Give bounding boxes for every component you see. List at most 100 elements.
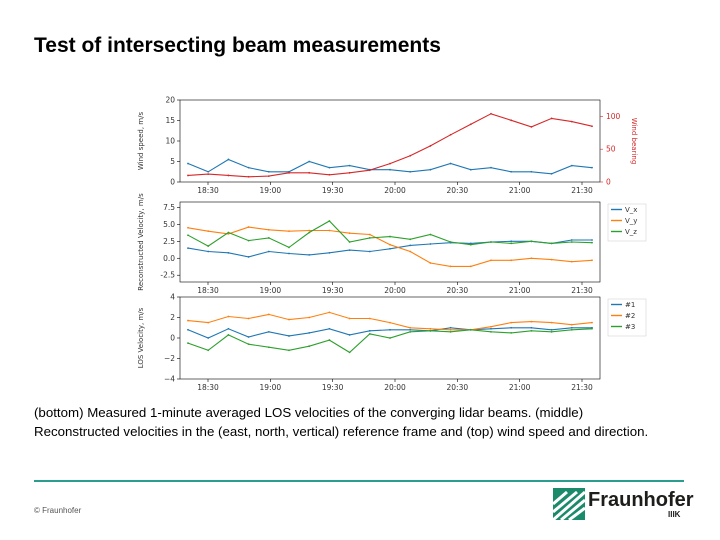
y-tick-label: 2	[170, 313, 175, 322]
x-tick-label: 19:00	[260, 186, 282, 195]
data-point	[490, 330, 492, 333]
data-point	[530, 170, 533, 173]
data-point	[187, 162, 189, 165]
data-point	[530, 320, 533, 323]
data-point	[490, 112, 492, 115]
data-point	[288, 246, 290, 249]
data-point	[510, 240, 513, 243]
data-point	[550, 172, 553, 175]
data-point	[591, 125, 593, 128]
data-point	[591, 321, 593, 324]
data-point	[409, 330, 412, 333]
data-point	[308, 231, 311, 234]
y-tick-label: -2.5	[160, 271, 175, 280]
y-tick-label: −2	[164, 354, 175, 363]
data-point	[591, 166, 593, 169]
data-point	[267, 228, 270, 231]
legend-label: #2	[625, 312, 635, 320]
x-tick-label: 20:00	[384, 383, 406, 392]
x-tick-label: 21:30	[571, 383, 593, 392]
data-point	[429, 168, 432, 171]
data-point	[308, 253, 311, 256]
data-point	[227, 158, 230, 161]
data-point	[570, 326, 573, 329]
y2-axis-label: Wind bearing	[630, 118, 638, 165]
x-tick-label: 19:00	[260, 383, 282, 392]
data-point	[247, 317, 250, 320]
data-point	[591, 239, 593, 241]
data-point	[187, 234, 189, 237]
data-point	[247, 343, 250, 346]
data-point	[368, 329, 371, 332]
data-point	[187, 226, 189, 229]
data-point	[328, 339, 331, 341]
data-point	[429, 329, 432, 332]
x-tick-label: 21:00	[509, 186, 531, 195]
data-point	[469, 123, 472, 126]
data-point	[530, 125, 533, 128]
data-point	[227, 327, 230, 330]
data-point	[389, 321, 391, 324]
data-point	[348, 171, 351, 174]
data-point	[207, 173, 210, 176]
data-point	[308, 229, 311, 232]
data-point	[409, 328, 412, 331]
data-point	[469, 243, 472, 246]
data-point	[368, 333, 371, 335]
data-point	[247, 226, 250, 228]
data-point	[308, 160, 311, 163]
data-point	[510, 326, 513, 329]
data-point	[267, 175, 270, 177]
x-tick-label: 21:30	[571, 286, 593, 295]
data-point	[187, 247, 189, 250]
fraunhofer-logo: Fraunhofer IIIK	[553, 486, 694, 522]
data-point	[490, 259, 492, 262]
data-point	[348, 351, 351, 354]
data-point	[328, 327, 331, 330]
y-tick-label: 0	[170, 334, 175, 343]
caption-line-2: Reconstructed velocities in the (east, n…	[34, 424, 649, 439]
data-point	[368, 250, 371, 253]
data-point	[187, 174, 189, 177]
data-point	[469, 168, 472, 171]
data-point	[348, 249, 351, 252]
data-point	[550, 258, 553, 261]
y-tick-label: 0.0	[163, 254, 175, 263]
x-tick-label: 20:30	[447, 383, 469, 392]
data-point	[267, 346, 270, 349]
data-point	[409, 154, 412, 157]
data-point	[490, 166, 492, 169]
data-point	[328, 220, 331, 222]
data-point	[429, 145, 432, 147]
data-point	[389, 247, 391, 250]
data-point	[550, 117, 553, 120]
data-point	[267, 237, 270, 239]
data-point	[389, 243, 391, 246]
data-point	[591, 259, 593, 262]
x-tick-label: 19:30	[322, 186, 344, 195]
data-point	[530, 329, 533, 332]
data-point	[449, 326, 452, 329]
data-point	[207, 170, 210, 173]
legend-label: V_z	[625, 228, 637, 236]
data-point	[570, 164, 573, 167]
data-point	[348, 232, 351, 235]
y2-tick-label: 0	[606, 178, 611, 187]
data-point	[530, 257, 533, 260]
data-point	[449, 328, 452, 331]
series-line-vy	[187, 226, 593, 267]
slide-title: Test of intersecting beam measurements	[34, 34, 441, 57]
data-point	[227, 251, 230, 254]
data-point	[550, 242, 553, 245]
caption-line-1: (bottom) Measured 1-minute averaged LOS …	[34, 405, 584, 420]
data-point	[510, 242, 513, 245]
data-point	[267, 313, 270, 316]
y2-tick-label: 50	[606, 145, 616, 154]
data-point	[348, 241, 351, 243]
logo-wordmark: Fraunhofer	[588, 489, 694, 511]
data-point	[469, 242, 472, 245]
data-point	[429, 262, 432, 264]
data-point	[207, 245, 210, 247]
data-point	[207, 349, 210, 352]
y-tick-label: 10	[165, 137, 175, 146]
